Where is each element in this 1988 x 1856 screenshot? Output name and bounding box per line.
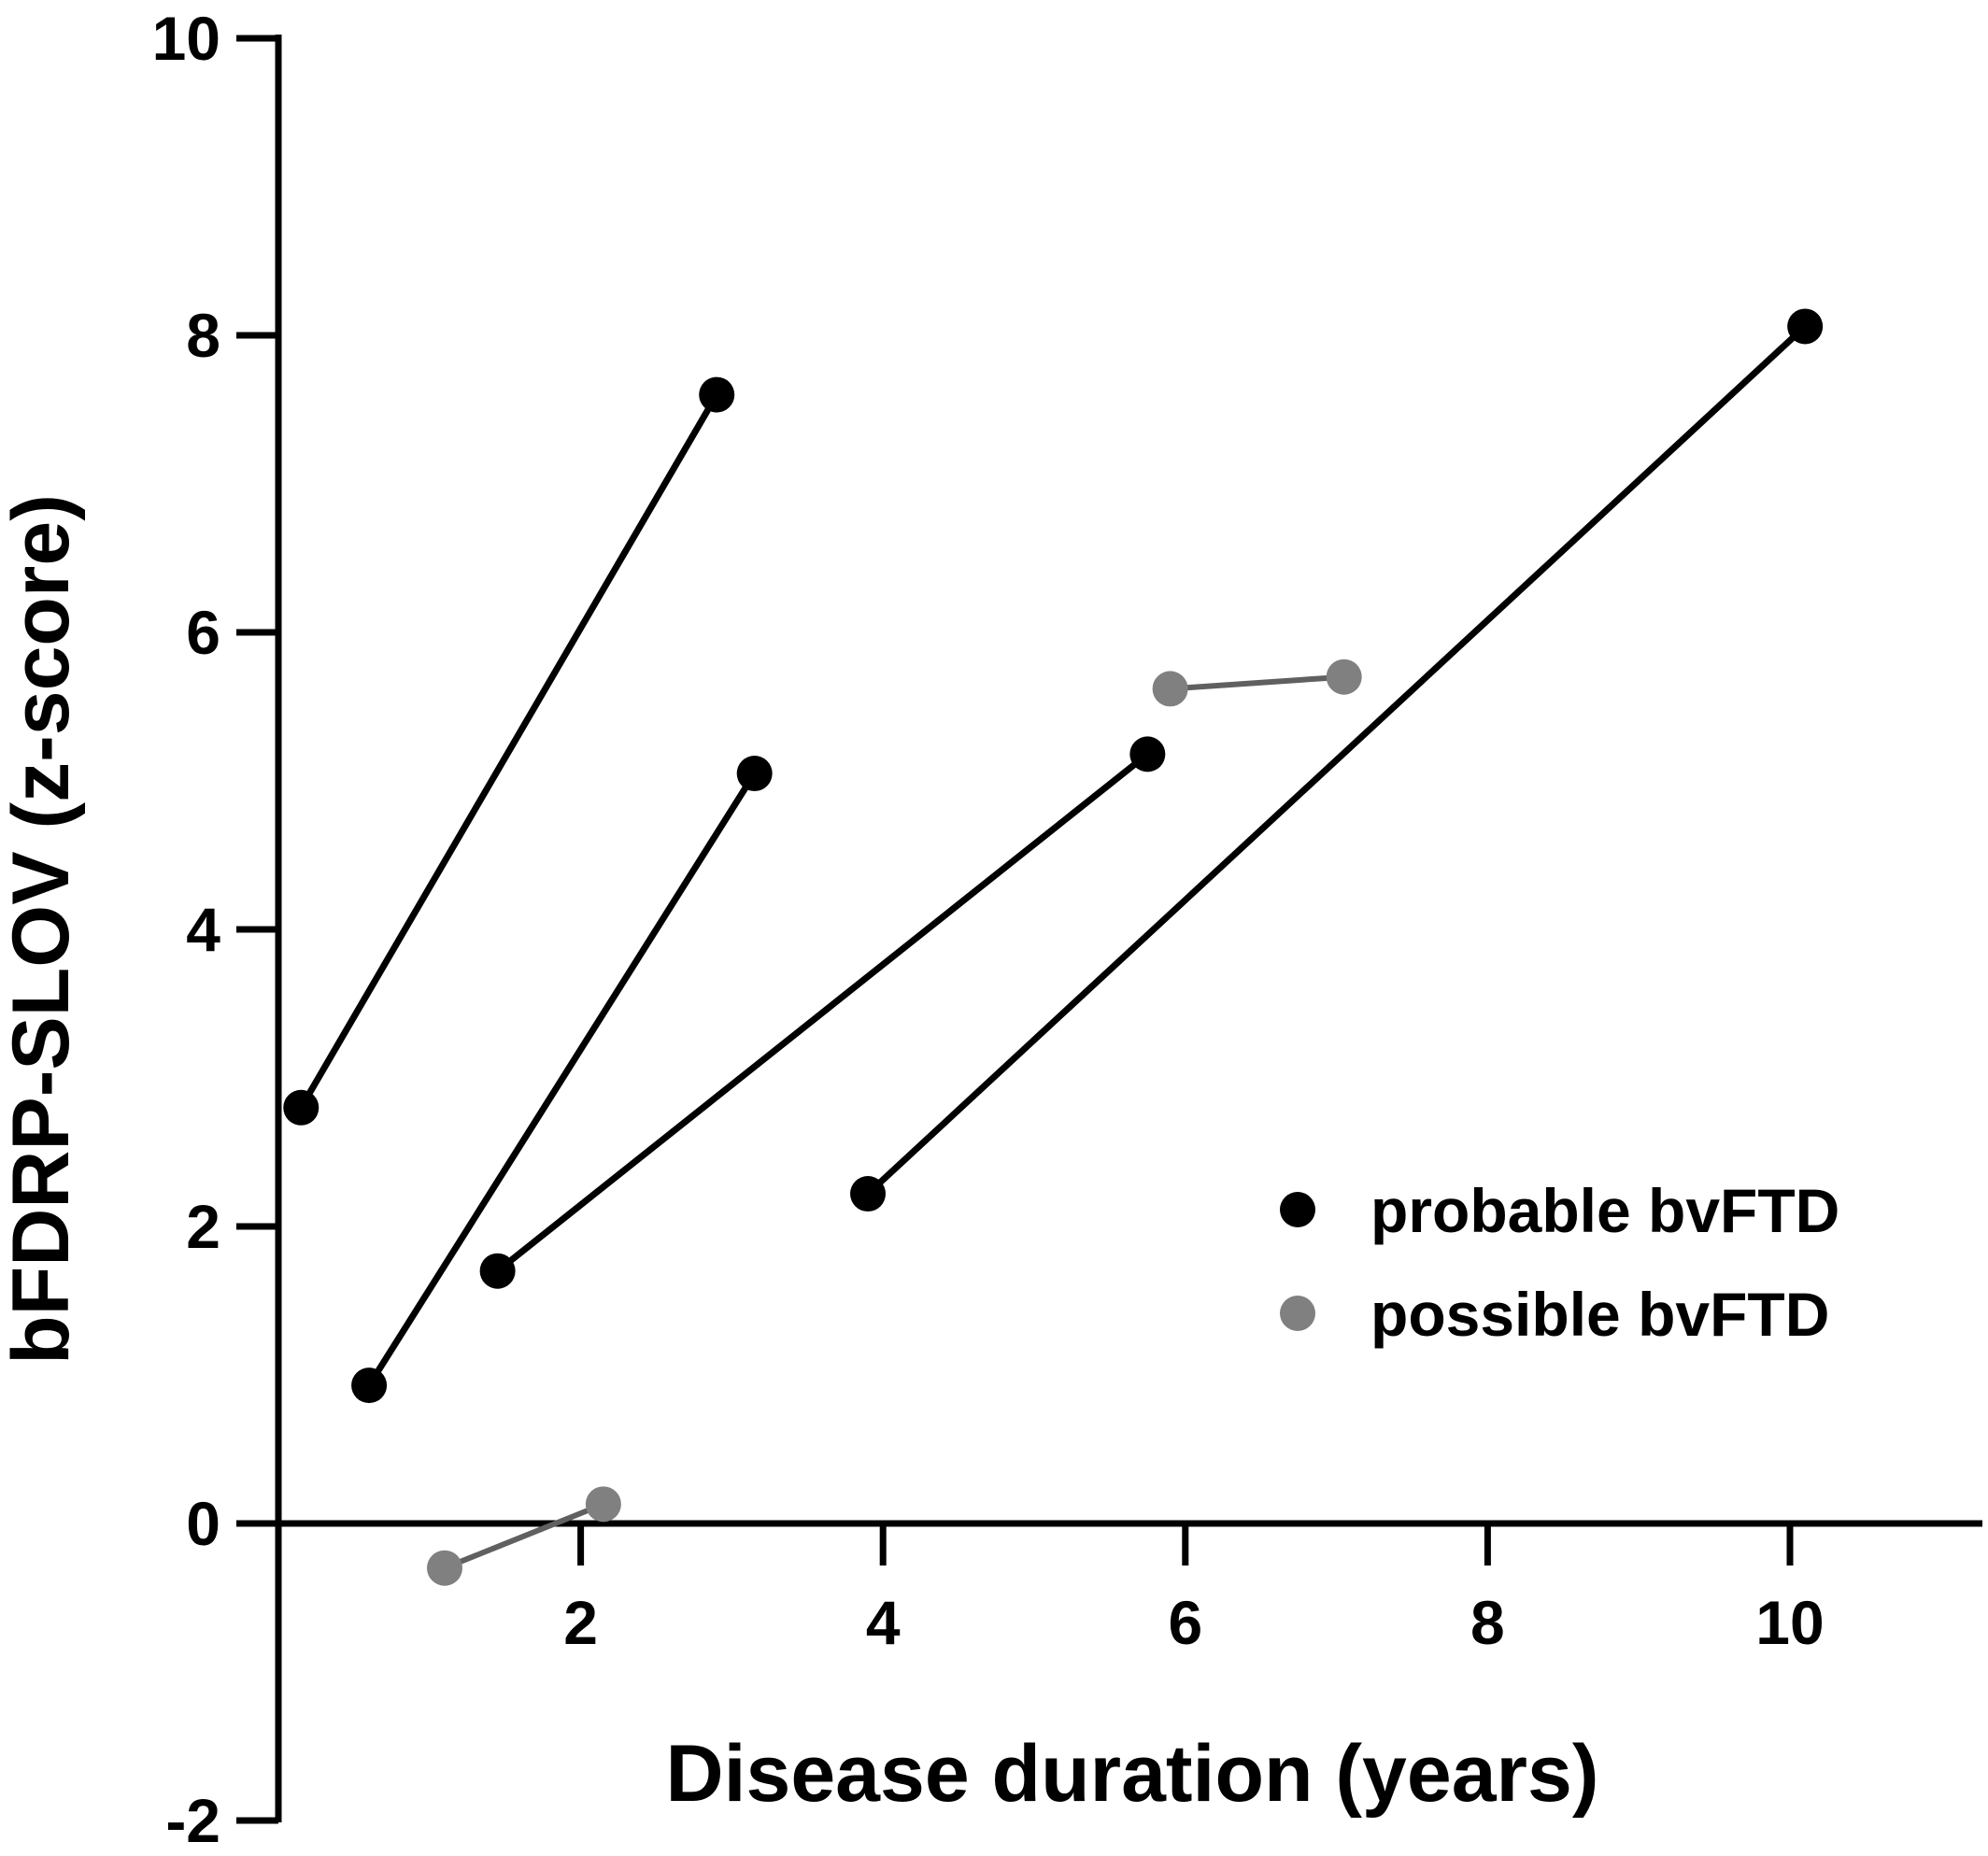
y-axis: -2 0 2 4 6 8 10 <box>152 4 282 1855</box>
legend-marker-possible <box>1280 1296 1315 1331</box>
y-tick-label: 6 <box>186 598 220 667</box>
x-tick-label: 4 <box>866 1588 901 1657</box>
x-tick-label: 6 <box>1168 1588 1202 1657</box>
y-tick-label: 8 <box>186 301 220 370</box>
y-tick-label: 2 <box>186 1192 220 1261</box>
y-ticks: -2 0 2 4 6 8 10 <box>152 4 278 1855</box>
data-point <box>1787 308 1824 345</box>
data-point <box>1326 659 1362 695</box>
x-tick-label: 8 <box>1470 1588 1505 1657</box>
legend-label-probable: probable bvFTD <box>1370 1176 1839 1245</box>
data-point <box>585 1486 621 1523</box>
legend-marker-probable <box>1280 1192 1315 1227</box>
y-tick-label: 4 <box>186 895 220 964</box>
y-axis-title: bFDRP-SLOV (z-score) <box>0 494 86 1365</box>
legend-label-possible: possible bvFTD <box>1370 1280 1829 1349</box>
series-line <box>297 391 720 1112</box>
data-point <box>283 1089 320 1126</box>
y-tick-label: 10 <box>152 4 220 73</box>
series-line <box>365 770 759 1389</box>
y-tick-label: 0 <box>186 1489 220 1558</box>
series-line <box>1167 673 1347 692</box>
x-axis: 2 4 6 8 10 <box>275 1520 1982 1657</box>
data-point <box>1152 671 1188 707</box>
data-point <box>736 756 773 792</box>
x-ticks: 2 4 6 8 10 <box>563 1523 1825 1657</box>
y-tick-label: -2 <box>165 1786 220 1855</box>
legend: probable bvFTD possible bvFTD <box>1280 1176 1839 1349</box>
data-point <box>1129 736 1166 772</box>
data-point <box>699 376 735 413</box>
series-points <box>283 308 1824 1586</box>
data-point <box>426 1550 462 1586</box>
data-point <box>351 1367 388 1404</box>
x-tick-label: 2 <box>563 1588 598 1657</box>
series-lines <box>297 322 1809 1571</box>
data-point <box>850 1176 887 1212</box>
x-tick-label: 10 <box>1755 1588 1824 1657</box>
data-point <box>479 1253 516 1289</box>
x-axis-title: Disease duration (years) <box>666 1729 1599 1819</box>
series-line <box>441 1501 606 1571</box>
series-line <box>864 322 1809 1197</box>
series-line <box>494 750 1151 1275</box>
